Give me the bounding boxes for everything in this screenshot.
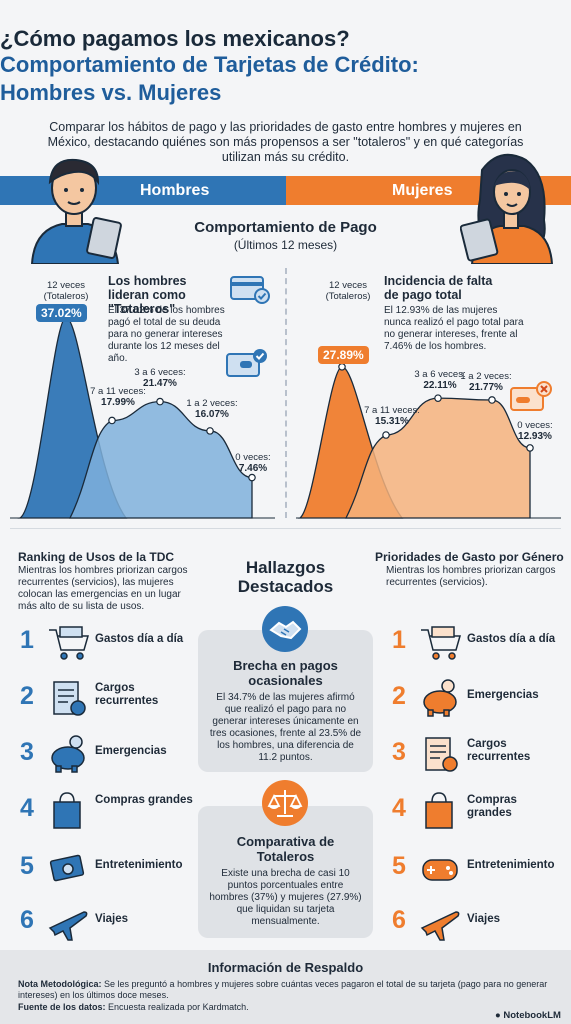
notebooklm-logo: ● NotebookLM [495,1010,561,1021]
rank-number: 1 [20,626,34,654]
left-column-title: Ranking de Usos de la TDC [18,550,175,564]
tickets-icon [49,854,85,882]
shopping-bag-icon [53,792,81,829]
highlight-card-gap: Brecha en pagos ocasionales El 34.7% de … [198,630,373,772]
women-peak-label: 12 veces (Totaleros) [325,280,371,302]
women-point-label: 3 a 6 veces: 22.11% [414,369,466,391]
data-point [156,397,164,406]
handshake-icon [262,606,308,652]
payment-section-subtitle: (Últimos 12 meses) [233,238,338,252]
footer-source: Fuente de los datos: Encuesta realizada … [18,1002,249,1012]
men-peak-value: 37.02% [36,304,87,322]
payment-section-title: Comportamiento de Pago [194,219,377,236]
women-peak-value: 27.89% [318,346,369,364]
rank-number: 3 [392,738,406,766]
rank-label: Viajes [467,913,501,925]
credit-card-icon [230,276,270,304]
rank-number: 5 [392,852,406,880]
data-point [248,473,256,482]
piggy-bank-icon [423,679,457,717]
card-totaleros-title: Comparativa de Totaleros [236,834,335,864]
page-title-line2: Comportamiento de Tarjetas de Crédito: [0,52,419,77]
man-illustration-icon [30,158,122,264]
men-point-label: 3 a 6 veces: 21.47% [134,367,186,389]
women-callout-title: Incidencia de falta de pago total [384,274,493,302]
women-distribution-chart [296,363,561,519]
data-point [382,431,390,439]
right-column-title: Prioridades de Gasto por Género [375,550,564,564]
rank-label: Gastos día a día [467,633,556,645]
chart-plot [296,363,561,519]
men-point-label: 7 a 11 veces: 17.99% [90,386,146,408]
page-title-line3: Hombres vs. Mujeres [0,80,222,105]
footer-background [0,950,571,1024]
rank-label: Emergencias [467,689,539,701]
rank-number: 3 [20,738,34,766]
scale-icon [262,780,308,826]
game-controller-icon [422,859,458,881]
men-point-label: 0 veces: 7.46% [235,452,271,474]
invoice-icon [425,737,458,772]
rank-label: Gastos día a día [95,633,184,645]
women-point-label: 7 a 11 veces: 15.31% [364,405,420,427]
intro-text: Comparar los hábitos de pago y las prior… [47,120,524,164]
airplane-icon [48,911,88,941]
rank-label: Entretenimiento [467,859,555,871]
rank-label: Viajes [95,913,129,925]
chart-divider [285,268,287,518]
rank-number: 2 [392,682,406,710]
page-title-line1: ¿Cómo pagamos los mexicanos? [0,26,350,51]
women-point-label: 0 veces: 12.93% [517,420,553,442]
men-callout-title: Los hombres lideran como "Totaleros" [108,274,187,316]
men-peak-label: 12 veces (Totaleros) [43,280,89,302]
highlight-card-totaleros: Comparativa de Totaleros Existe una brec… [198,806,373,938]
rank-number: 1 [392,626,406,654]
left-column-desc: Mientras los hombres priorizan cargos re… [18,565,188,612]
credit-card-check-icon [226,349,267,377]
rank-label: Entretenimiento [95,859,183,871]
rank-label: Emergencias [95,745,167,757]
shopping-cart-icon [421,626,461,660]
rank-label: Cargos recurrentes [95,682,159,707]
rank-label: Compras grandes [467,794,517,819]
rank-number: 6 [20,906,34,934]
women-point-label: 1 a 2 veces: 21.77% [460,371,512,393]
data-point [434,394,442,402]
footer-title: Información de Respaldo [207,960,364,975]
men-band-label: Hombres [140,182,210,199]
shopping-cart-icon [49,626,89,660]
rank-label: Compras grandes [95,794,193,806]
women-band-label: Mujeres [392,182,453,199]
men-point-label: 1 a 2 veces: 16.07% [186,398,238,420]
airplane-icon [420,911,460,941]
right-column-desc: Mientras los hombres priorizan cargos re… [386,565,556,588]
piggy-bank-icon [51,735,85,773]
rank-number: 6 [392,906,406,934]
shopping-bag-icon [425,792,453,829]
card-gap-title: Brecha en pagos ocasionales [233,658,338,688]
data-point [206,427,214,435]
rank-number: 2 [20,682,34,710]
men-distribution-chart [10,313,275,519]
data-point [526,444,534,452]
invoice-icon [53,681,86,716]
men-callout-text: El 37.02% de los hombres pagó el total d… [108,305,225,364]
men-band [0,176,286,205]
footer-methodology: Nota Metodológica: Se les preguntó a hom… [18,979,548,1000]
section-divider [10,528,561,529]
rank-number: 4 [392,794,406,822]
data-point [488,396,496,404]
women-callout-text: El 12.93% de las mujeres nunca realizó e… [384,305,524,352]
highlights-title: Hallazgos Destacados [237,558,334,596]
data-point [108,416,116,425]
rank-label: Cargos recurrentes [467,738,531,763]
chart-plot [10,313,275,519]
credit-card-declined-icon [510,381,552,411]
rank-number: 4 [20,794,34,822]
rank-number: 5 [20,852,34,880]
card-gap-text: El 34.7% de las mujeres afirmó que reali… [209,692,362,763]
woman-illustration-icon [460,153,554,264]
data-point [338,363,346,371]
card-totaleros-text: Existe una brecha de casi 10 puntos porc… [209,868,362,927]
